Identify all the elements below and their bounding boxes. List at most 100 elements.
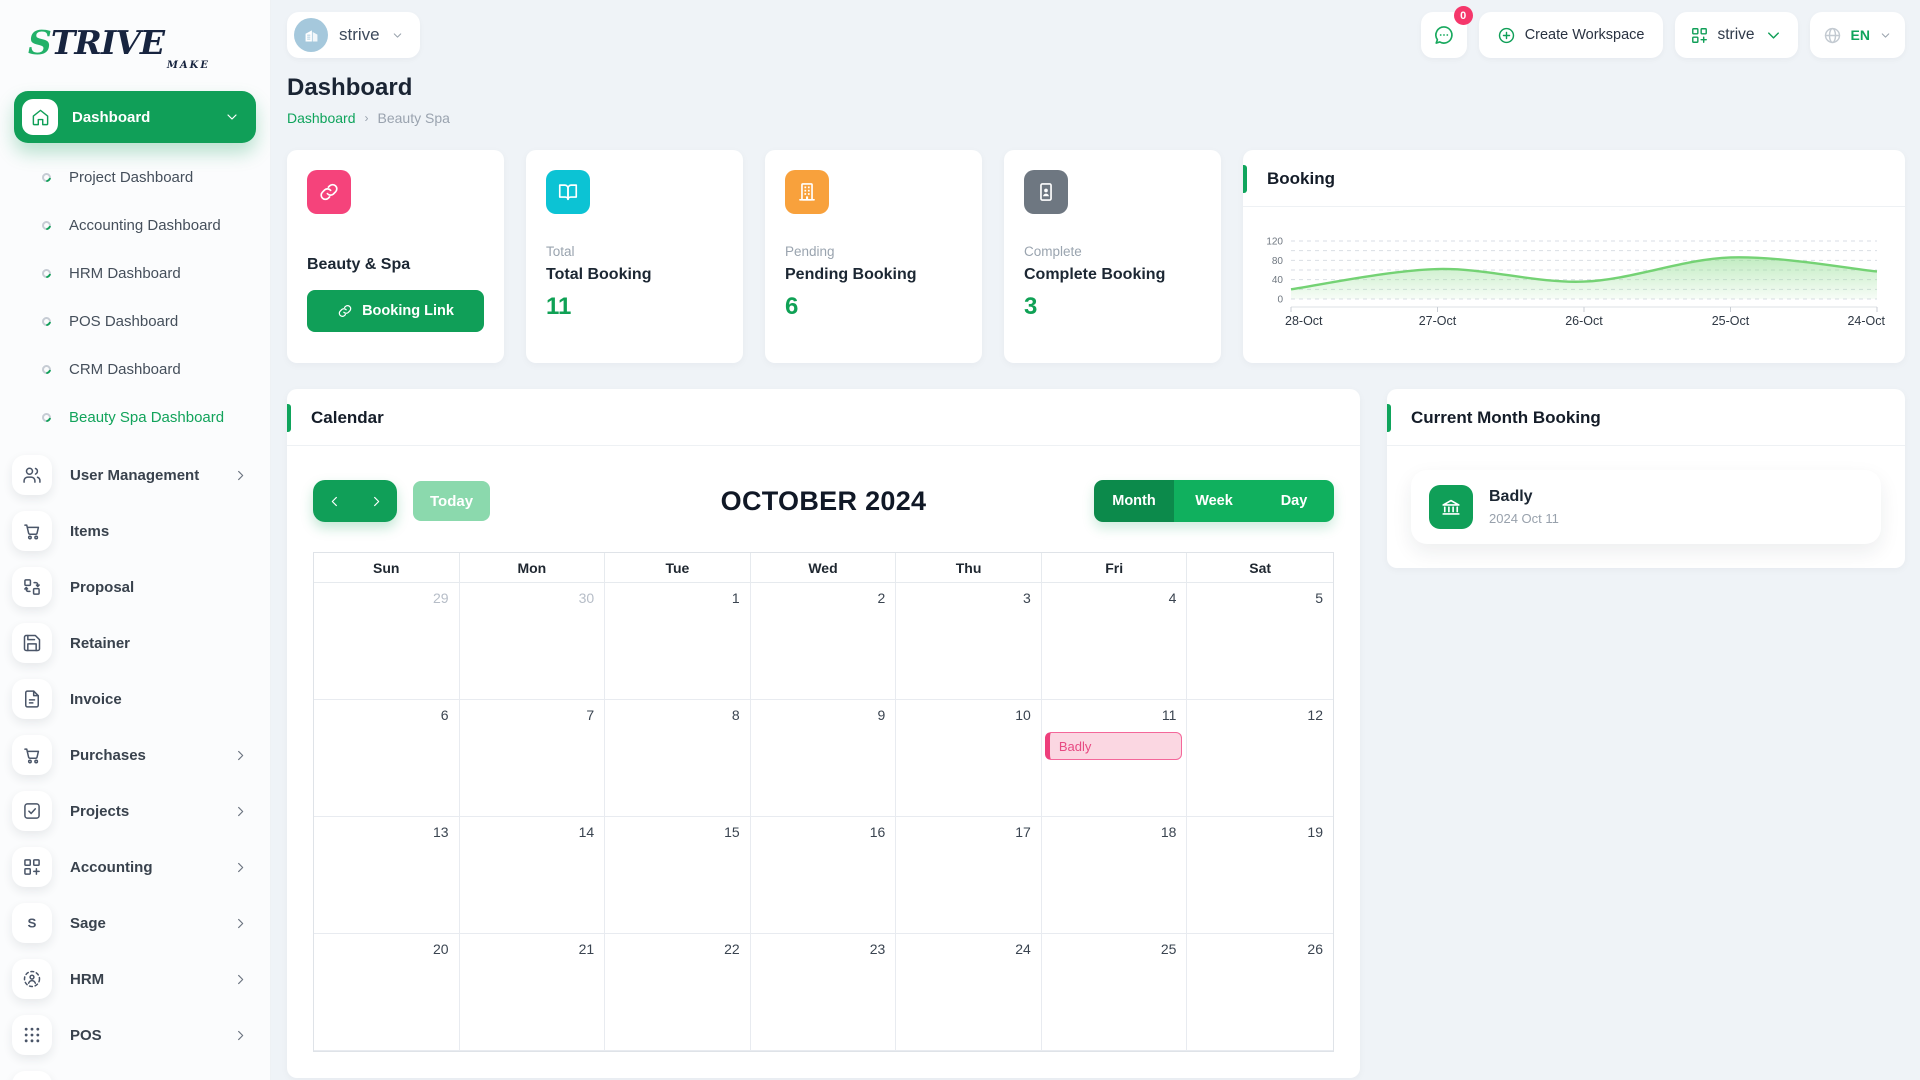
sidebar-item-dashboard[interactable]: Dashboard	[14, 91, 256, 143]
booking-chart-title: Booking	[1243, 150, 1905, 207]
sidebar-subitem-label: POS Dashboard	[69, 312, 179, 330]
calendar-cell-30[interactable]: 30	[459, 583, 606, 700]
sidebar-subitem-crm-dashboard[interactable]: CRM Dashboard	[0, 345, 270, 393]
calendar-day-number: 6	[440, 707, 449, 723]
breadcrumb-item[interactable]: Dashboard	[287, 110, 356, 126]
sidebar-item-projects[interactable]: Projects	[0, 783, 270, 839]
sidebar-item-label: Dashboard	[72, 108, 151, 126]
sidebar-item-user-management[interactable]: User Management	[0, 447, 270, 503]
sidebar-item-invoice[interactable]: Invoice	[0, 671, 270, 727]
bullet-icon	[40, 170, 53, 184]
calendar-grid: 29 30 1 2 3 4 5 6 7 8 9 10 11 Badly 12 13 14 15 16 17 18 19 20…	[314, 583, 1333, 1051]
stat-subtitle: Total	[546, 244, 575, 259]
sidebar-item-label: POS	[70, 1026, 102, 1044]
calendar-day-header: Wed	[750, 553, 897, 583]
sidebar-item-crm[interactable]: CRM	[0, 1063, 270, 1080]
booking-item-date: 2024 Oct 11	[1489, 511, 1559, 526]
calendar-next-button[interactable]	[355, 480, 397, 522]
calendar-cell-22[interactable]: 22	[605, 934, 751, 1051]
calendar-view-day[interactable]: Day	[1254, 480, 1334, 522]
calendar-day-number: 11	[1161, 707, 1177, 723]
sidebar-item-accounting[interactable]: Accounting	[0, 839, 270, 895]
calendar-cell-19[interactable]: 19	[1187, 817, 1333, 934]
calendar-cell-3[interactable]: 3	[896, 583, 1042, 700]
grid-plus-icon	[1690, 26, 1709, 45]
calendar-cell-8[interactable]: 8	[605, 700, 751, 817]
sidebar-item-hrm[interactable]: HRM	[0, 951, 270, 1007]
stat-subtitle: Pending	[785, 244, 835, 259]
stat-value: 11	[546, 293, 572, 320]
current-month-booking-panel: Current Month Booking Badly 2024 Oct 11	[1387, 389, 1905, 568]
calendar-cell-2[interactable]: 2	[750, 583, 897, 700]
sidebar-subitem-accounting-dashboard[interactable]: Accounting Dashboard	[0, 201, 270, 249]
sidebar-item-label: Invoice	[70, 690, 122, 708]
calendar-cell-13[interactable]: 13	[314, 817, 460, 934]
book-icon	[557, 181, 579, 203]
book-icon-box	[546, 170, 590, 214]
sidebar-item-pos[interactable]: POS	[0, 1007, 270, 1063]
sidebar-item-items[interactable]: Items	[0, 503, 270, 559]
calendar-cell-7[interactable]: 7	[459, 700, 606, 817]
sidebar-subitem-beauty-spa-dashboard[interactable]: Beauty Spa Dashboard	[0, 393, 270, 441]
calendar-cell-16[interactable]: 16	[750, 817, 897, 934]
calendar-event[interactable]: Badly	[1044, 732, 1183, 760]
calendar-cell-23[interactable]: 23	[750, 934, 897, 1051]
calendar-view-month[interactable]: Month	[1094, 480, 1174, 522]
calendar-cell-18[interactable]: 18	[1041, 817, 1188, 934]
calendar-cell-11[interactable]: 11 Badly	[1041, 700, 1188, 817]
chevron-right-icon	[233, 748, 248, 763]
sidebar-item-purchases[interactable]: Purchases	[0, 727, 270, 783]
calendar-cell-12[interactable]: 12	[1187, 700, 1333, 817]
calendar-prev-button[interactable]	[313, 480, 355, 522]
svg-text:25-Oct: 25-Oct	[1712, 314, 1750, 328]
calendar-cell-5[interactable]: 5	[1187, 583, 1333, 700]
calendar-cell-17[interactable]: 17	[896, 817, 1042, 934]
svg-text:28-Oct: 28-Oct	[1285, 314, 1323, 328]
sage-icon-box: S	[12, 903, 52, 943]
booking-link-button[interactable]: Booking Link	[307, 290, 484, 332]
calendar-cell-21[interactable]: 21	[459, 934, 606, 1051]
workspace-selector[interactable]: strive	[287, 12, 420, 58]
sidebar-item-retainer[interactable]: Retainer	[0, 615, 270, 671]
sidebar-subitem-hrm-dashboard[interactable]: HRM Dashboard	[0, 249, 270, 297]
calendar-day-number: 7	[586, 707, 595, 723]
svg-text:40: 40	[1272, 275, 1284, 286]
calendar-cell-15[interactable]: 15	[605, 817, 751, 934]
sidebar-subitem-pos-dashboard[interactable]: POS Dashboard	[0, 297, 270, 345]
app-menu-button[interactable]: strive	[1674, 12, 1798, 58]
calendar-cell-20[interactable]: 20	[314, 934, 460, 1051]
svg-text:27-Oct: 27-Oct	[1419, 314, 1457, 328]
calendar-cell-9[interactable]: 9	[750, 700, 897, 817]
calendar-today-button[interactable]: Today	[413, 481, 491, 521]
calendar-cell-10[interactable]: 10	[896, 700, 1042, 817]
sidebar-sub-list: Project Dashboard Accounting Dashboard HRM…	[0, 147, 270, 443]
create-workspace-button[interactable]: Create Workspace	[1478, 12, 1663, 58]
calendar-day-number: 2	[877, 590, 886, 606]
calendar-cell-29[interactable]: 29	[314, 583, 460, 700]
calendar-cell-4[interactable]: 4	[1041, 583, 1188, 700]
spa-card: Beauty & Spa Booking Link	[287, 150, 504, 363]
sidebar-item-proposal[interactable]: Proposal	[0, 559, 270, 615]
sidebar-item-label: Accounting	[70, 858, 153, 876]
chevron-right-icon	[233, 1028, 248, 1043]
dots-grid-icon-box	[12, 1015, 52, 1055]
language-selector[interactable]: EN	[1809, 12, 1905, 58]
calendar-cell-6[interactable]: 6	[314, 700, 460, 817]
sidebar-item-sage[interactable]: S Sage	[0, 895, 270, 951]
sidebar-item-label: HRM	[70, 970, 105, 988]
calendar-view-week[interactable]: Week	[1174, 480, 1254, 522]
sidebar-subitem-label: CRM Dashboard	[69, 360, 181, 378]
booking-list-item[interactable]: Badly 2024 Oct 11	[1411, 470, 1881, 544]
svg-text:120: 120	[1266, 237, 1283, 248]
messages-button[interactable]: 0	[1420, 6, 1473, 58]
app-menu-label: strive	[1717, 26, 1755, 43]
calendar-cell-24[interactable]: 24	[896, 934, 1042, 1051]
svg-text:0: 0	[1277, 295, 1283, 306]
id-badge-icon-box	[1024, 170, 1068, 214]
calendar-day-number: 9	[877, 707, 886, 723]
calendar-cell-25[interactable]: 25	[1041, 934, 1188, 1051]
calendar-cell-1[interactable]: 1	[605, 583, 751, 700]
calendar-cell-14[interactable]: 14	[459, 817, 606, 934]
calendar-cell-26[interactable]: 26	[1187, 934, 1333, 1051]
sidebar-subitem-project-dashboard[interactable]: Project Dashboard	[0, 153, 270, 201]
